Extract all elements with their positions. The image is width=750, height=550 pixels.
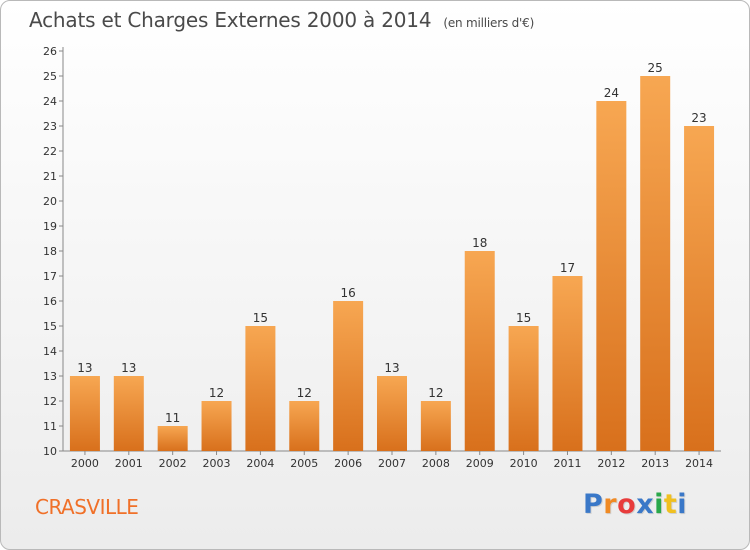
data-label: 12 (428, 386, 443, 400)
bar (245, 326, 276, 451)
data-label: 18 (472, 236, 487, 250)
bar (420, 401, 451, 451)
bar (289, 401, 320, 451)
bar (464, 251, 495, 451)
x-tick-label: 2008 (422, 457, 450, 470)
y-tick-label: 11 (43, 420, 57, 433)
data-label: 23 (691, 111, 706, 125)
x-tick-label: 2009 (466, 457, 494, 470)
bar (113, 376, 144, 451)
x-tick-label: 2011 (553, 457, 581, 470)
y-tick-label: 20 (43, 195, 57, 208)
y-tick-label: 15 (43, 320, 57, 333)
data-label: 15 (516, 311, 531, 325)
chart-title-text: Achats et Charges Externes 2000 à 2014 (29, 8, 432, 32)
bar (377, 376, 407, 451)
y-tick-label: 14 (43, 345, 57, 358)
y-tick-label: 26 (43, 45, 57, 58)
logo-letter: i (654, 489, 664, 520)
proxiti-logo: Proxiti (583, 489, 687, 520)
logo-letter: i (677, 489, 688, 520)
commune-name: CRASVILLE (35, 495, 139, 519)
x-tick-label: 2006 (334, 457, 362, 470)
x-tick-label: 2005 (290, 457, 318, 470)
y-tick-label: 16 (43, 295, 57, 308)
data-label: 12 (297, 386, 312, 400)
x-tick-label: 2003 (203, 457, 231, 470)
y-tick-label: 10 (43, 445, 57, 458)
y-tick-label: 18 (43, 245, 57, 258)
x-tick-label: 2012 (597, 457, 625, 470)
chart-unit: (en milliers d'€) (443, 16, 535, 30)
bar (333, 301, 364, 451)
chart-title: Achats et Charges Externes 2000 à 2014 (e… (29, 8, 534, 32)
bar (640, 76, 671, 451)
bar (596, 101, 627, 451)
bar (552, 276, 583, 451)
y-tick-label: 23 (43, 120, 57, 133)
y-tick-label: 19 (43, 220, 57, 233)
y-tick-label: 21 (43, 170, 57, 183)
x-tick-label: 2000 (71, 457, 99, 470)
data-label: 13 (384, 361, 399, 375)
data-label: 25 (648, 61, 663, 75)
x-tick-label: 2007 (378, 457, 406, 470)
data-label: 16 (340, 286, 355, 300)
x-tick-label: 2002 (159, 457, 187, 470)
bar (201, 401, 232, 451)
logo-letter: x (636, 489, 655, 520)
logo-letter: r (603, 489, 618, 520)
bar (508, 326, 539, 451)
y-tick-label: 24 (43, 95, 57, 108)
data-label: 13 (121, 361, 136, 375)
y-tick-label: 25 (43, 70, 57, 83)
data-label: 24 (604, 86, 619, 100)
bar (69, 376, 100, 451)
logo-letter: P (583, 489, 604, 520)
x-tick-label: 2010 (510, 457, 538, 470)
x-tick-label: 2004 (246, 457, 274, 470)
x-tick-label: 2013 (641, 457, 669, 470)
bar (157, 426, 188, 451)
bar (684, 126, 715, 451)
data-label: 11 (165, 411, 180, 425)
y-tick-label: 17 (43, 270, 57, 283)
y-tick-label: 12 (43, 395, 57, 408)
data-label: 15 (253, 311, 268, 325)
y-tick-label: 13 (43, 370, 57, 383)
logo-letter: o (617, 489, 637, 520)
data-label: 12 (209, 386, 224, 400)
logo-letter: t (663, 489, 678, 520)
data-label: 13 (77, 361, 92, 375)
y-tick-label: 22 (43, 145, 57, 158)
data-label: 17 (560, 261, 575, 275)
x-tick-label: 2001 (115, 457, 143, 470)
x-tick-label: 2014 (685, 457, 713, 470)
